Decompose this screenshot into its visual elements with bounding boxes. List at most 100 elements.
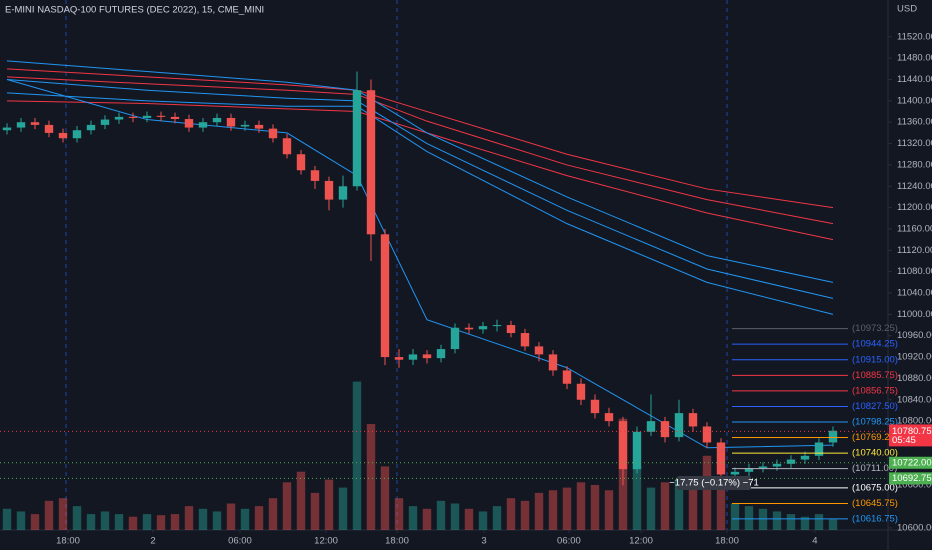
candle-body [100, 119, 110, 125]
chart-title: E-MINI NASDAQ-100 FUTURES (DEC 2022), 15… [5, 5, 264, 16]
volume-bar [282, 482, 292, 530]
volume-bar [338, 487, 348, 530]
candle-body [282, 138, 292, 155]
candle-body [674, 413, 684, 438]
candle-body [688, 413, 698, 427]
volume-bar [730, 503, 740, 530]
candle-body [338, 186, 348, 200]
y-tick-label: 10840.00 [897, 394, 932, 405]
candle-body [520, 333, 530, 347]
level-label: (10740.00) [852, 448, 898, 459]
candle-body [422, 354, 432, 359]
candle-body [464, 327, 474, 330]
candle-body [646, 421, 656, 432]
volume-bar [464, 508, 474, 530]
moving-average [6, 79, 834, 299]
volume-bar [814, 514, 824, 530]
y-tick-label: 11520.00 [897, 31, 932, 42]
volume-bar [716, 487, 726, 530]
volume-bar [30, 514, 40, 530]
volume-bar [394, 498, 404, 530]
y-tick-label: 11280.00 [897, 159, 932, 170]
candle-body [562, 370, 572, 384]
volume-bar [590, 484, 600, 530]
volume-bar [366, 424, 376, 530]
candle-body [534, 346, 544, 355]
level-label: (10915.00) [852, 354, 898, 365]
x-tick-label: 06:00 [228, 536, 252, 547]
candle-body [702, 426, 712, 443]
y-tick-label: 11000.00 [897, 309, 932, 320]
candle-body [366, 90, 376, 235]
candle-body [478, 326, 488, 330]
volume-bar [660, 482, 670, 530]
volume-bar [352, 381, 362, 530]
volume-bar [548, 490, 558, 530]
y-tick-label: 10600.00 [897, 522, 932, 533]
volume-bar [100, 511, 110, 530]
candle-body [604, 413, 614, 422]
moving-average [6, 79, 833, 449]
level-label: (10885.75) [852, 370, 898, 381]
candle-body [212, 117, 222, 123]
y-tick-label: 11200.00 [897, 202, 932, 213]
candle-body [632, 431, 642, 470]
candle-body [16, 122, 26, 128]
candle-body [772, 463, 782, 467]
candle-body [716, 442, 726, 475]
volume-bar [436, 500, 446, 530]
level-label: (10675.00) [852, 482, 898, 493]
last-price-tag [889, 424, 932, 447]
volume-bar [86, 514, 96, 530]
level-label: (10944.25) [852, 339, 898, 350]
candle-body [786, 459, 796, 464]
level-label: (10827.50) [852, 401, 898, 412]
moving-average [6, 68, 834, 209]
volume-bar [114, 514, 124, 530]
candle-body [324, 180, 334, 200]
y-tick-label: 10920.00 [897, 352, 932, 363]
candle-body [730, 471, 740, 475]
x-tick-label: 18:00 [56, 536, 80, 547]
measure-label: −17.75 (−0.17%) −71 [669, 478, 759, 489]
currency-label: USD [897, 4, 917, 15]
candle-body [450, 327, 460, 350]
candle-body [268, 128, 278, 139]
y-tick-label: 11400.00 [897, 95, 932, 106]
candle-body [296, 154, 306, 171]
volume-bar [786, 514, 796, 530]
volume-bar [44, 500, 54, 530]
y-tick-label: 10960.00 [897, 330, 932, 341]
candle-body [30, 122, 40, 125]
volume-bar [632, 466, 642, 530]
volume-bar [800, 516, 810, 530]
volume-bar [492, 506, 502, 530]
candle-body [506, 325, 516, 334]
candle-body [758, 466, 768, 469]
candle-body [44, 124, 54, 133]
level-label: (10645.75) [852, 498, 898, 509]
candle-body [2, 127, 12, 131]
volume-bar [128, 516, 138, 530]
volume-bar [576, 482, 586, 530]
volume-bar [604, 490, 614, 530]
y-tick-label: 11480.00 [897, 53, 932, 64]
candle-body [814, 442, 824, 456]
y-tick-label: 11320.00 [897, 138, 932, 149]
candle-body [226, 117, 236, 127]
volume-bar [184, 506, 194, 530]
candle-body [352, 90, 362, 187]
candle-body [436, 349, 446, 359]
y-tick-label: 11440.00 [897, 74, 932, 85]
volume-bar [212, 511, 222, 530]
volume-bar [408, 506, 418, 530]
volume-bar [310, 492, 320, 530]
volume-bar [198, 508, 208, 530]
x-tick-label: 18:00 [385, 536, 409, 547]
y-tick-label: 10880.00 [897, 373, 932, 384]
volume-bar [828, 519, 838, 530]
volume-bar [156, 515, 166, 530]
volume-bar [16, 511, 26, 530]
